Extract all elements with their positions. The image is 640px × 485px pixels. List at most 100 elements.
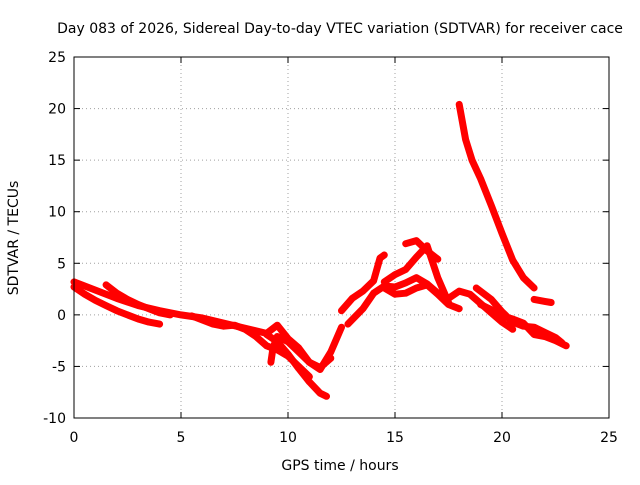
data-point (199, 316, 206, 324)
data-point (284, 338, 292, 345)
data-point (338, 324, 345, 331)
data-point (370, 289, 377, 297)
y-tick-label: 10 (48, 205, 66, 221)
data-point (370, 277, 377, 285)
data-point (413, 237, 420, 244)
data-point (359, 287, 367, 295)
data-point (434, 291, 441, 298)
data-point (381, 251, 388, 259)
data-point (242, 326, 249, 333)
data-point (323, 393, 330, 400)
axis-ticks: 0 5 10 15 20 25 -10 -5 0 5 10 15 20 25 (43, 50, 618, 446)
data-point (156, 309, 163, 316)
data-point (188, 312, 195, 320)
data-point (509, 315, 516, 323)
data-point (473, 284, 480, 292)
data-point (520, 274, 527, 281)
data-point (434, 274, 441, 281)
y-axis-label: SDTVAR / TECUs (6, 181, 22, 296)
data-point (102, 281, 110, 289)
x-tick-label: 0 (70, 430, 79, 446)
data-point (498, 230, 506, 237)
data-point (220, 323, 227, 330)
data-point (498, 312, 506, 320)
data-point (267, 359, 275, 366)
data-point (135, 315, 142, 323)
data-point (349, 295, 356, 302)
data-point (295, 365, 302, 372)
y-tick-label: 25 (48, 50, 66, 66)
grid (74, 57, 609, 418)
data-point (269, 344, 277, 352)
data-point (252, 333, 260, 340)
data-point (413, 253, 420, 261)
x-tick-label: 20 (493, 430, 511, 446)
data-point (231, 321, 238, 329)
data-point (477, 175, 484, 182)
data-point (359, 305, 367, 312)
y-tick-label: 0 (57, 308, 66, 324)
data-point (344, 320, 352, 328)
data-point (541, 298, 548, 305)
data-point (466, 291, 474, 298)
data-series (70, 100, 570, 400)
data-point (530, 296, 538, 303)
x-tick-label: 25 (600, 430, 618, 446)
data-point (456, 305, 463, 312)
data-point (113, 289, 121, 297)
data-point (167, 311, 174, 319)
x-tick-label: 10 (279, 430, 297, 446)
data-point (124, 311, 131, 319)
x-axis-label: GPS time / hours (281, 458, 398, 474)
data-point (462, 136, 469, 143)
data-point (102, 302, 110, 309)
data-point (381, 278, 388, 286)
data-point (498, 318, 506, 326)
y-tick-label: 15 (48, 153, 66, 169)
data-point (274, 333, 281, 340)
data-point (391, 271, 399, 278)
data-point (263, 331, 270, 338)
series-track-11 (402, 237, 442, 263)
data-point (413, 274, 420, 281)
data-point (391, 283, 399, 291)
y-tick-label: -5 (52, 359, 66, 375)
data-point (338, 307, 345, 314)
data-point (488, 306, 495, 313)
data-point (423, 247, 431, 255)
data-point (81, 291, 88, 298)
y-tick-label: 20 (48, 102, 66, 118)
data-point (402, 289, 409, 297)
data-point (509, 256, 516, 264)
data-point (468, 156, 476, 164)
data-point (402, 266, 409, 273)
data-point (306, 378, 313, 386)
data-point (445, 299, 452, 306)
data-point (145, 318, 153, 326)
data-point (381, 284, 388, 292)
data-point (552, 337, 559, 344)
data-point (530, 331, 538, 338)
data-point (391, 291, 399, 298)
data-point (402, 240, 409, 247)
data-point (423, 281, 431, 289)
data-point (456, 287, 463, 295)
chart-title: Day 083 of 2026, Sidereal Day-to-day VTE… (57, 21, 623, 37)
data-point (306, 359, 313, 366)
data-point (488, 296, 495, 303)
data-point (434, 255, 441, 263)
data-point (520, 319, 527, 327)
y-tick-label: 5 (57, 256, 66, 272)
data-point (541, 333, 548, 340)
data-point (530, 284, 538, 292)
data-point (113, 307, 121, 314)
data-point (456, 101, 463, 108)
data-point (316, 364, 324, 371)
data-point (295, 348, 302, 356)
x-tick-label: 15 (386, 430, 404, 446)
data-point (488, 202, 495, 209)
data-point (92, 286, 99, 294)
data-point (509, 326, 516, 333)
